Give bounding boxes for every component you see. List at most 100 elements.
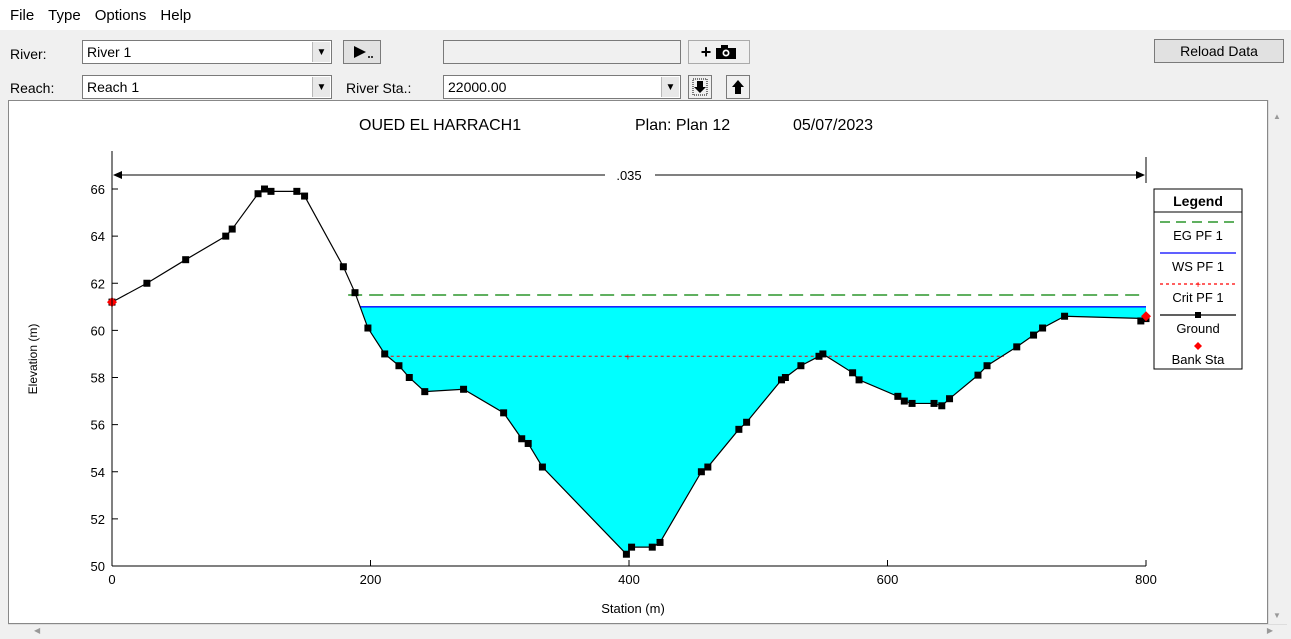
ground-point [228,225,236,233]
legend-marker: + [1195,280,1201,291]
ground-point [1013,343,1021,351]
ground-point [293,187,301,195]
legend-item: Bank Sta [1172,352,1226,367]
x-tick-label: 800 [1135,572,1157,587]
bank-station-point [1141,311,1151,322]
ground-point [849,369,857,377]
up-button[interactable] [726,75,750,99]
legend-marker [1195,312,1201,318]
menu-help[interactable]: Help [160,6,192,24]
ground-point [855,376,863,384]
y-axis-label: Elevation (m) [26,324,40,395]
ground-point [405,374,413,381]
crit-marker: + [625,352,631,363]
manning-arrow-right [1136,171,1145,179]
horizontal-scrollbar[interactable]: ◀ ▶ [8,624,1287,639]
x-tick-label: 200 [360,572,382,587]
profile-textbox[interactable] [443,40,681,64]
add-camera-button[interactable]: + [688,40,750,64]
ground-point [1030,331,1038,339]
y-tick-label: 54 [91,465,105,480]
river-sta-value: 22000.00 [448,79,507,95]
ground-point [222,232,230,240]
ground-point [735,425,743,433]
scroll-right-icon[interactable]: ▶ [1266,626,1273,635]
y-tick-label: 62 [91,276,105,291]
arrow-up-icon [732,80,744,94]
ground-point [351,289,359,297]
legend-item: Ground [1176,321,1219,336]
ground-point [656,538,664,546]
chevron-down-icon[interactable]: ▼ [661,77,679,97]
plot-frame: OUED EL HARRACH1 Plan: Plan 12 05/07/2023 +… [8,100,1268,624]
y-tick-label: 58 [91,371,105,386]
ground-point [518,435,526,443]
ground-point [930,399,938,407]
ground-point [704,463,712,471]
ground-point [1137,317,1145,325]
x-axis-label: Station (m) [601,601,665,616]
down-button[interactable] [688,75,712,99]
ground-point [797,362,805,370]
y-tick-label: 56 [91,418,105,433]
legend-item: WS PF 1 [1172,259,1224,274]
ground-point [628,543,636,551]
ground-point [908,399,916,407]
manning-value: .035 [616,168,641,183]
ground-point [364,324,372,332]
ground-point [938,402,946,410]
river-select[interactable]: River 1 ▼ [82,40,332,64]
river-sta-select[interactable]: 22000.00 ▼ [443,75,681,99]
menu-bar: File Type Options Help [0,0,1291,30]
chevron-down-icon[interactable]: ▼ [312,77,330,97]
play-button[interactable] [343,40,381,64]
legend-item: Crit PF 1 [1172,290,1223,305]
ground-point [622,550,630,558]
menu-options[interactable]: Options [94,6,147,24]
x-tick-label: 400 [618,572,640,587]
menu-type[interactable]: Type [48,6,81,24]
menu-file[interactable]: File [10,6,35,24]
ground-point [395,362,403,370]
river-label: River: [10,46,47,62]
ground-point [254,190,262,198]
chart-plan: Plan: Plan 12 [635,117,730,134]
scroll-down-icon[interactable]: ▼ [1273,611,1281,620]
arrow-down-icon [692,78,708,96]
ground-point [460,385,468,393]
plus-icon: + [700,41,712,62]
ground-point [301,192,309,200]
legend-box [1153,188,1243,370]
ground-point [815,352,823,360]
ground-point [381,350,389,358]
chart-date: 05/07/2023 [793,117,873,134]
water-fill [360,306,1146,555]
play-icon [354,46,373,58]
ground-point [267,187,275,195]
chevron-down-icon[interactable]: ▼ [312,42,330,62]
ground-point [182,256,190,264]
cross-section-plot: OUED EL HARRACH1 Plan: Plan 12 05/07/2023 +… [26,117,1243,616]
ground-point [339,263,347,271]
y-tick-label: 52 [91,512,105,527]
ground-point [538,463,546,471]
y-tick-label: 66 [91,182,105,197]
ground-point [697,468,705,476]
y-tick-label: 50 [91,559,105,574]
ground-point [974,371,982,379]
legend-marker [1194,342,1202,350]
reload-data-button[interactable]: Reload Data [1154,39,1284,63]
ground-point [143,279,151,287]
ground-point [524,439,532,447]
ground-point [900,397,908,405]
scroll-left-icon[interactable]: ◀ [34,626,41,635]
ground-point [743,418,751,426]
reach-select[interactable]: Reach 1 ▼ [82,75,332,99]
scroll-up-icon[interactable]: ▲ [1273,112,1281,121]
y-tick-label: 60 [91,323,105,338]
ground-point [778,376,786,384]
vertical-scrollbar[interactable]: ▲ ▼ [1268,100,1287,624]
reach-value: Reach 1 [87,79,140,95]
ground-point [421,388,429,396]
ground-point [894,392,902,400]
